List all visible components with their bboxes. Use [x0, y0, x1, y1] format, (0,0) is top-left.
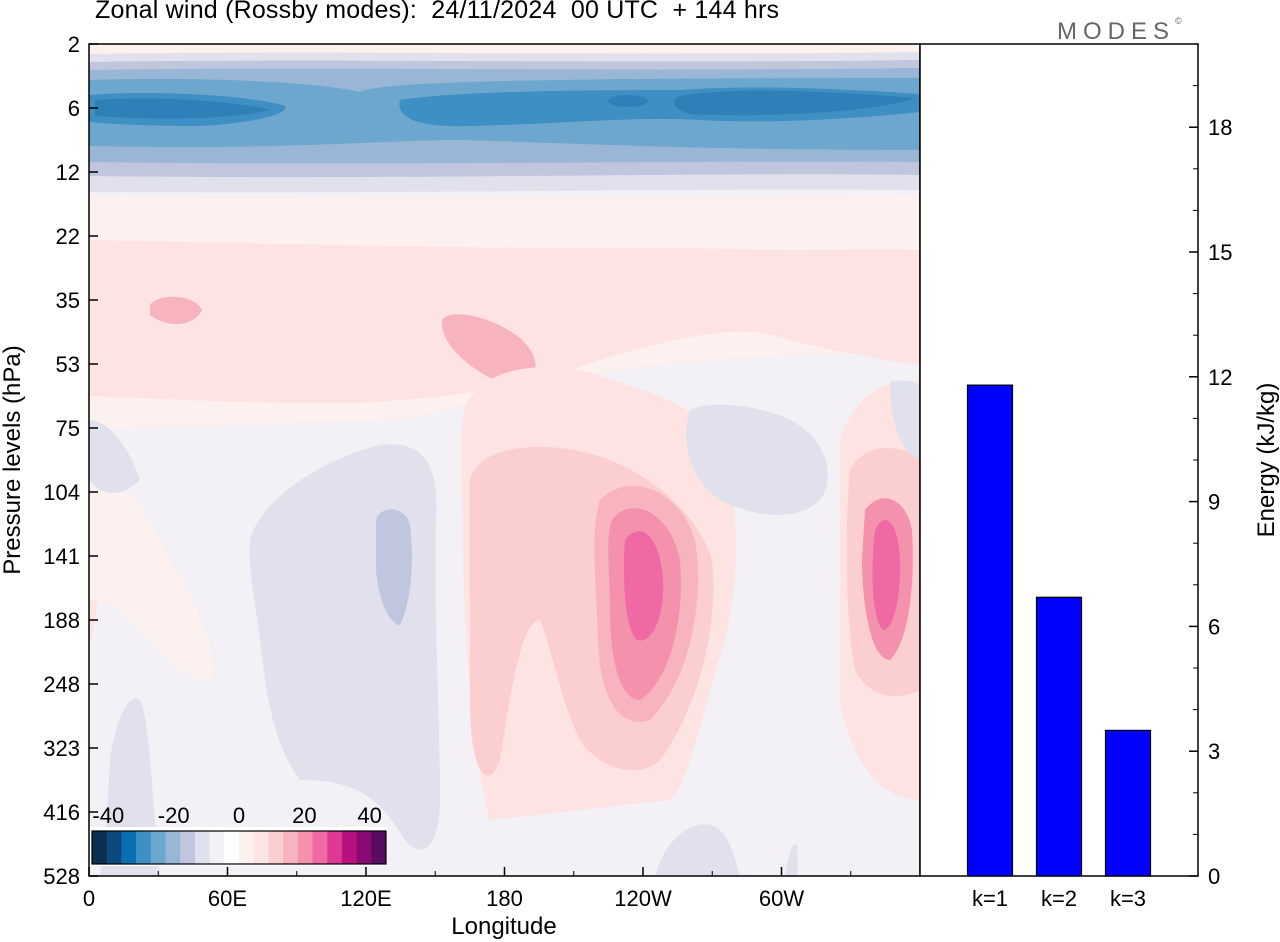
colorbar-swatch	[268, 831, 284, 864]
field-w-pos	[89, 468, 213, 680]
field-neg-5	[655, 824, 740, 876]
energy-tick-label: 0	[1208, 864, 1220, 889]
y-axis-energy: 0 3 6 9 12 15 18	[1189, 43, 1232, 889]
y-tick-label: 248	[43, 672, 80, 697]
field-col-e-4	[872, 520, 901, 630]
colorbar-swatch	[371, 831, 387, 864]
brand-text: MODES	[1057, 18, 1176, 45]
y-tick-label: 22	[56, 224, 80, 249]
colorbar-swatch	[283, 831, 299, 864]
y-tick-label: 35	[56, 288, 80, 313]
heatmap-panel: 2 6 12 22 35 53 75 104 141 188 248 323 416 528 0 60E 12…	[0, 32, 921, 940]
energy-tick-label: 18	[1208, 115, 1232, 140]
colorbar-tick-label: -40	[92, 803, 124, 828]
colorbar-frame	[91, 830, 387, 865]
colorbar-tick-label: -20	[158, 803, 190, 828]
energy-category-label: k=2	[1041, 886, 1077, 911]
energy-panel: k=1 k=2 k=3 0 3 6 9 12 15 18 Energy (kJ/kg)	[919, 43, 1280, 911]
x-tick-label: 60E	[208, 886, 247, 911]
colorbar-tick-label: 40	[357, 803, 381, 828]
colorbar-tick-label: 20	[292, 803, 316, 828]
y-tick-label: 416	[43, 800, 80, 825]
energy-tick-label: 3	[1208, 739, 1220, 764]
field-pos-2	[89, 240, 920, 404]
colorbar-swatch	[92, 831, 108, 864]
field-core-deep-e	[674, 90, 915, 116]
colorbar-swatch	[165, 831, 181, 864]
field-neg-7	[686, 404, 828, 515]
figure-title: Zonal wind (Rossby modes): 24/11/2024 00…	[95, 0, 780, 24]
y-tick-label: 75	[56, 416, 80, 441]
y-tick-label: 188	[43, 608, 80, 633]
y-tick-label: 141	[43, 544, 80, 569]
colorbar-swatch	[312, 831, 328, 864]
colorbar-swatch	[180, 831, 196, 864]
colorbar-swatch	[209, 831, 225, 864]
field-neg-2	[376, 509, 412, 625]
colorbar-swatch	[136, 831, 152, 864]
colorbar-swatch	[253, 831, 269, 864]
heatmap-field	[89, 44, 920, 876]
colorbar-swatch	[356, 831, 372, 864]
y-tick-label: 104	[43, 480, 80, 505]
y-tick-label: 53	[56, 352, 80, 377]
colorbar: -40 -20 0 20 40	[90, 803, 388, 866]
field-pos-lobe-w	[150, 296, 202, 325]
y-tick-label: 12	[56, 160, 80, 185]
colorbar-swatch	[150, 831, 166, 864]
energy-bar	[966, 384, 1014, 877]
energy-axis-label: Energy (kJ/kg)	[1253, 383, 1280, 538]
y-tick-label: 323	[43, 736, 80, 761]
x-tick-label: 120W	[614, 886, 672, 911]
colorbar-swatch	[297, 831, 313, 864]
field-neg-6	[785, 844, 798, 876]
field-col-pos-5	[623, 531, 664, 641]
colorbar-swatch	[327, 831, 343, 864]
colorbar-swatch	[106, 831, 122, 864]
energy-tick-label: 12	[1208, 365, 1232, 390]
x-axis-longitude: 0 60E 120E 180 120W 60W	[83, 867, 852, 911]
x-tick-label: 0	[83, 886, 95, 911]
field-pos-lobe-c	[441, 314, 536, 386]
energy-tick-label: 6	[1208, 614, 1220, 639]
x-tick-label: 60W	[759, 886, 804, 911]
y-tick-label: 2	[68, 32, 80, 57]
energy-bar	[1035, 596, 1083, 877]
colorbar-swatch	[239, 831, 255, 864]
energy-tick-label: 9	[1208, 490, 1220, 515]
y-tick-label: 6	[68, 96, 80, 121]
colorbar-swatch	[341, 831, 358, 864]
energy-category-label: k=3	[1110, 886, 1146, 911]
y-axis-pressure: 2 6 12 22 35 53 75 104 141 188 248 323 416 528	[43, 32, 98, 889]
field-core-deep-w	[95, 98, 270, 119]
energy-bar	[1104, 729, 1152, 877]
x-tick-label: 120E	[340, 886, 391, 911]
colorbar-swatch	[194, 831, 211, 864]
x-tick-label: 180	[486, 886, 523, 911]
y-tick-label: 528	[43, 864, 80, 889]
brand-mark: ©	[1175, 16, 1182, 26]
field-core-spot	[608, 95, 648, 107]
colorbar-tick-label: 0	[233, 803, 245, 828]
energy-tick-label: 15	[1208, 240, 1232, 265]
energy-category-label: k=1	[972, 886, 1008, 911]
x-axis-label: Longitude	[451, 913, 556, 940]
modes-logo: MODES©	[1057, 16, 1182, 46]
field-neg-3	[89, 420, 140, 494]
colorbar-swatch	[121, 831, 137, 864]
field-neg-8	[890, 380, 920, 460]
y-axis-label: Pressure levels (hPa)	[0, 345, 26, 574]
colorbar-swatch	[224, 831, 240, 864]
energy-bars: k=1 k=2 k=3	[966, 384, 1152, 911]
